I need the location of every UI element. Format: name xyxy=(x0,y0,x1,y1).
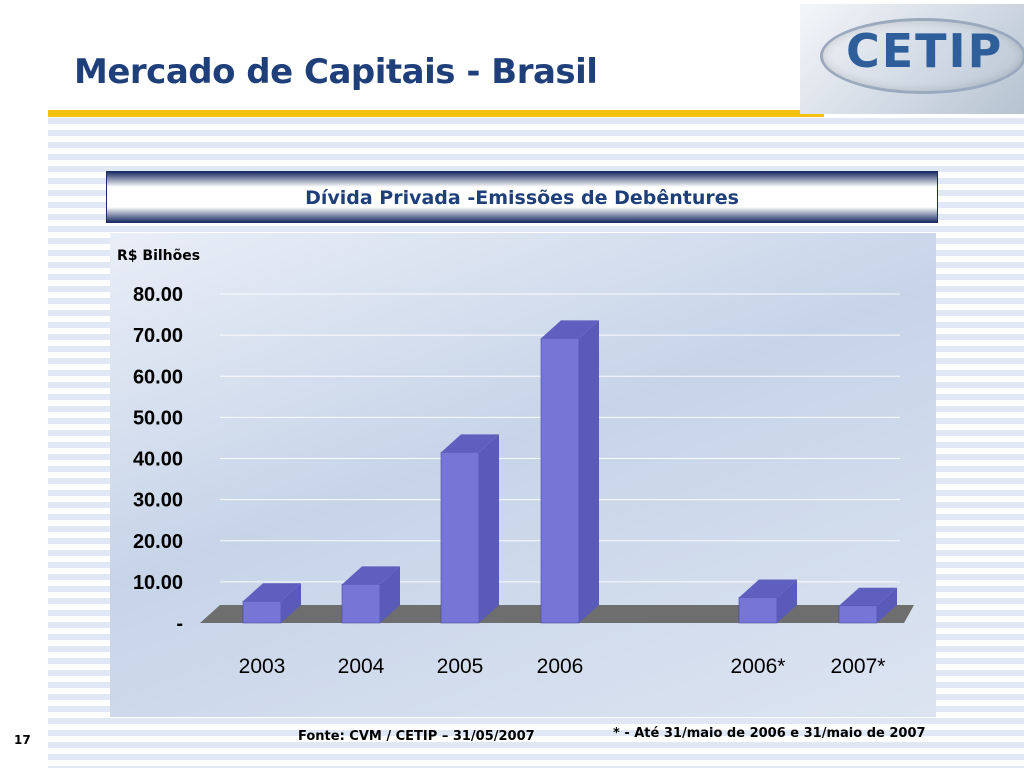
y-tick-label: 70.00 xyxy=(133,325,183,347)
x-tick-label: 2005 xyxy=(437,655,484,678)
bar-side xyxy=(579,320,599,623)
y-tick-label: 80.00 xyxy=(133,284,183,306)
bar xyxy=(242,600,282,624)
bar-top xyxy=(441,434,499,453)
page-number: 17 xyxy=(14,733,31,747)
chart-header: Dívida Privada -Emissões de Debêntures xyxy=(106,171,938,223)
bar-side xyxy=(380,566,400,623)
bar-side xyxy=(479,434,499,623)
chart-title: Dívida Privada -Emissões de Debêntures xyxy=(305,187,739,209)
y-tick-label: 60.00 xyxy=(133,366,183,388)
logo-text: CETIP xyxy=(846,24,1004,78)
x-tick-label: 2004 xyxy=(338,655,385,678)
bar-side xyxy=(877,587,897,623)
bar-top xyxy=(243,583,301,602)
cetip-logo: CETIP xyxy=(800,4,1024,114)
y-tick-label: - xyxy=(176,613,183,635)
y-tick-label: 10.00 xyxy=(133,572,183,594)
x-tick-label: 2006* xyxy=(731,655,786,678)
slide-title: Mercado de Capitais - Brasil xyxy=(74,52,598,92)
bar-side xyxy=(777,579,797,623)
source-note: Fonte: CVM / CETIP – 31/05/2007 xyxy=(298,729,535,744)
y-tick-label: 20.00 xyxy=(133,531,183,553)
bar xyxy=(738,597,778,624)
bar xyxy=(440,452,480,624)
footnote: * - Até 31/maio de 2006 e 31/maio de 200… xyxy=(613,726,926,741)
bar xyxy=(540,338,580,624)
x-tick-label: 2007* xyxy=(831,655,886,678)
bar-top xyxy=(739,579,797,598)
bar xyxy=(341,584,381,624)
bar-top xyxy=(839,587,897,606)
bar-top xyxy=(342,566,400,585)
bar-top xyxy=(541,320,599,339)
bar-chart: - 10.00 20.00 30.00 40.00 50.00 60.00 70.00 80.0… xyxy=(133,284,914,678)
title-underline xyxy=(48,110,824,117)
y-tick-label: 40.00 xyxy=(133,449,183,471)
y-axis-unit-label: R$ Bilhões xyxy=(117,248,201,264)
x-tick-label: 2003 xyxy=(239,655,286,678)
y-tick-label: 30.00 xyxy=(133,490,183,512)
bar-side xyxy=(281,583,301,623)
y-tick-label: 50.00 xyxy=(133,407,183,429)
chart-panel xyxy=(110,233,936,717)
bar xyxy=(838,605,878,624)
x-tick-label: 2006 xyxy=(537,655,584,678)
